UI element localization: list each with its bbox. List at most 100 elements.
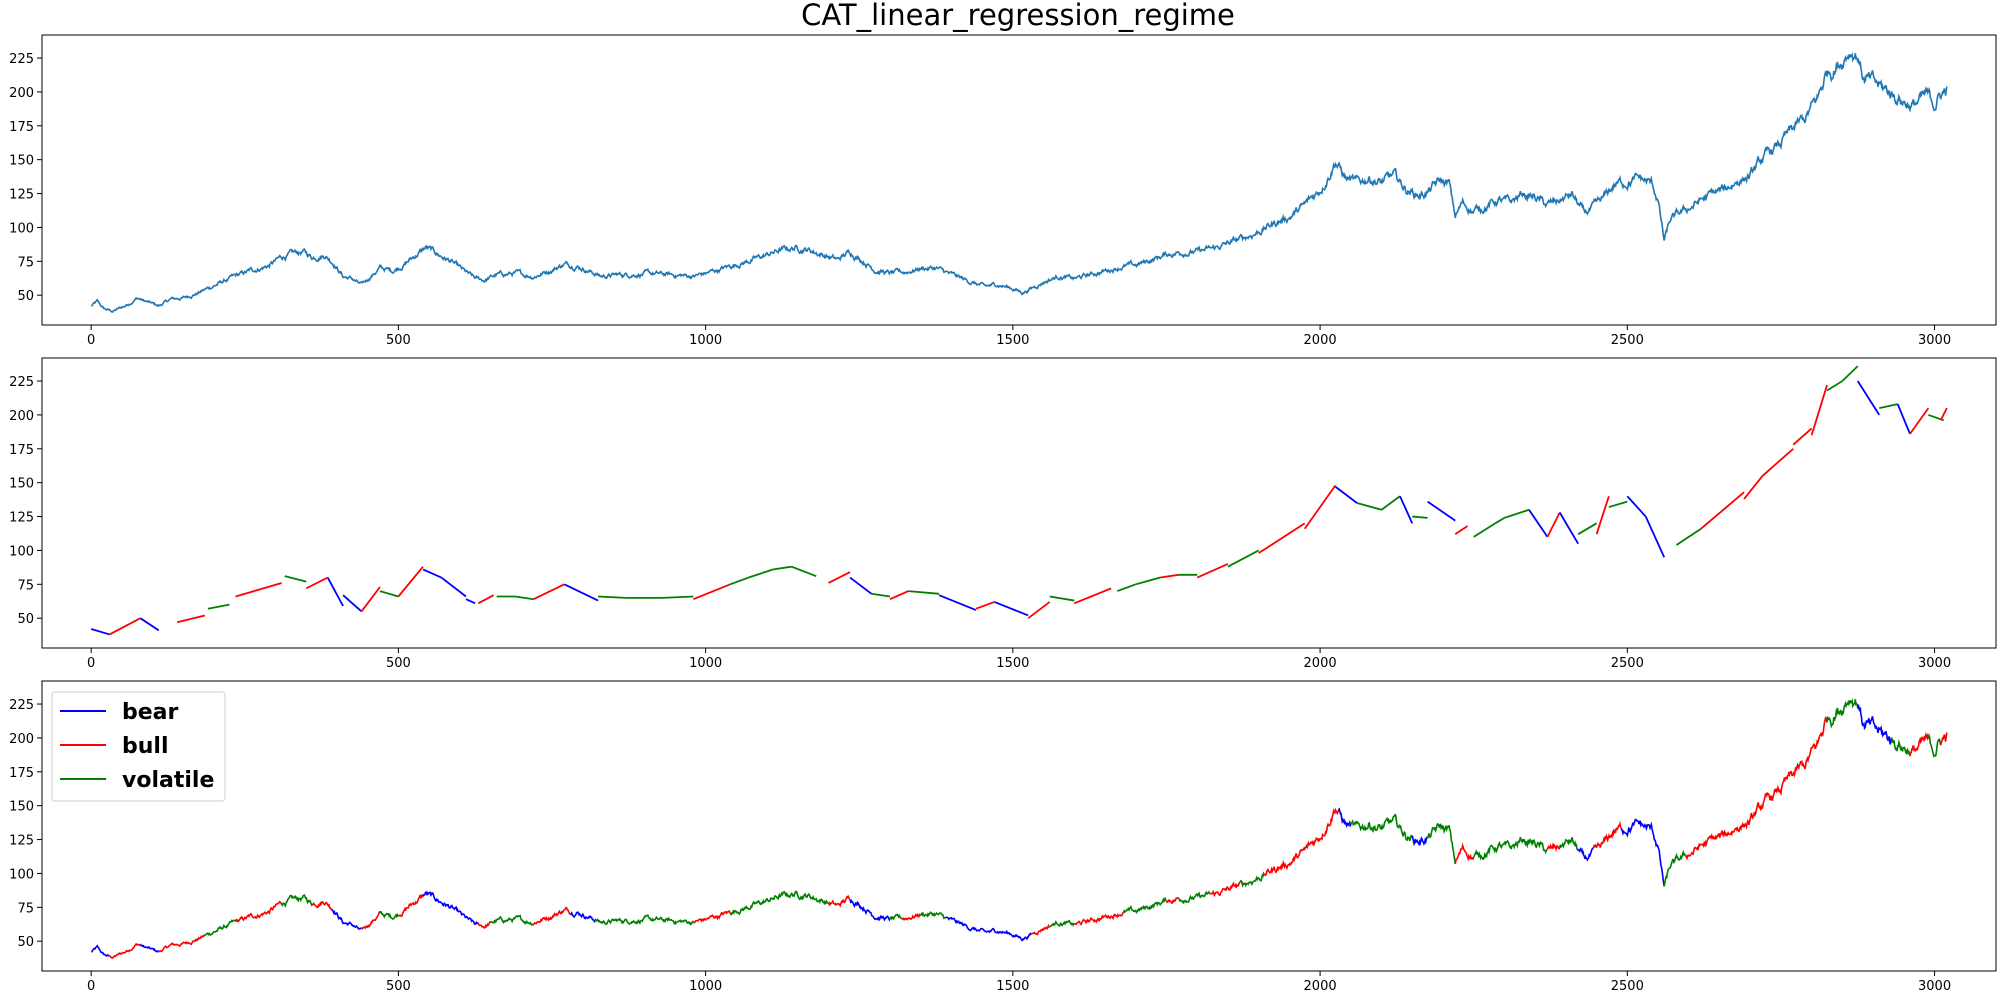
y-tick-label: 50 xyxy=(17,289,34,304)
x-tick-label: 2000 xyxy=(1304,656,1337,671)
regression-line-bear xyxy=(938,594,977,611)
regime-segment-bear xyxy=(330,908,362,930)
y-tick-label: 150 xyxy=(9,154,34,169)
regime-segment-bull xyxy=(108,942,141,959)
regression-line-volatile xyxy=(662,595,694,599)
regime-segment-bull xyxy=(1684,716,1828,861)
x-tick-label: 3000 xyxy=(1918,979,1951,994)
regime-segment-bull xyxy=(311,900,332,910)
regression-line-volatile xyxy=(908,590,940,595)
regression-line-bull xyxy=(889,590,909,601)
regression-line-volatile xyxy=(379,590,399,598)
regression-line-bear xyxy=(1528,509,1549,538)
regression-line-bull xyxy=(533,583,565,601)
regression-line-bear xyxy=(326,577,344,607)
regression-line-volatile xyxy=(1049,595,1075,602)
regression-line-volatile xyxy=(1577,522,1598,535)
regression-line-bull xyxy=(397,566,424,598)
regression-line-bear xyxy=(1896,403,1911,435)
y-tick-label: 100 xyxy=(9,221,34,236)
regression-line-bear xyxy=(1334,486,1358,504)
axes-frame xyxy=(41,34,1997,326)
regression-line-bear xyxy=(139,617,160,632)
regime-segment-bear xyxy=(422,890,479,925)
regime-segment-volatile xyxy=(1558,837,1579,852)
regression-line-bear xyxy=(422,568,442,579)
regime-segment-bear xyxy=(945,916,1032,942)
y-tick-label: 100 xyxy=(9,544,34,559)
regression-line-volatile xyxy=(1494,517,1505,525)
regime-segment-volatile xyxy=(379,910,400,921)
regression-line-bull xyxy=(1027,601,1051,619)
x-tick-label: 0 xyxy=(87,333,95,348)
regression-line-bull xyxy=(828,571,851,584)
regression-line-bear xyxy=(994,601,1029,617)
regression-line-bear xyxy=(90,628,110,636)
y-tick-label: 200 xyxy=(9,409,34,424)
regime-segment-volatile xyxy=(1049,919,1075,928)
regression-line-volatile xyxy=(598,595,626,599)
panel-price: 0 500 1000 1500 2000 2500 3000 50 75 100 125 150 175… xyxy=(9,34,1997,348)
panel-regime: 0 500 1000 1500 2000 2500 3000 50 75 100 125 150 175… xyxy=(9,680,1997,994)
chart-title: CAT_linear_regression_regime xyxy=(801,0,1235,32)
regression-line-volatile xyxy=(1135,576,1161,586)
x-tick-label: 2000 xyxy=(1304,979,1337,994)
x-tick-label: 500 xyxy=(386,656,411,671)
regime-segment-bull xyxy=(1939,732,1948,746)
regression-line-bull xyxy=(305,576,329,590)
regression-line-bull xyxy=(1303,484,1337,530)
regression-line-volatile xyxy=(1826,380,1843,392)
regime-segment-volatile xyxy=(919,910,946,920)
regime-segment-bull xyxy=(1909,731,1930,757)
y-tick-label: 150 xyxy=(9,800,34,815)
y-tick-label: 125 xyxy=(9,834,34,849)
y-tick-label: 225 xyxy=(9,698,34,713)
regime-segment-bear xyxy=(1620,818,1665,887)
regression-line-volatile xyxy=(1473,522,1496,538)
regime-segment-bull xyxy=(827,894,851,908)
x-tick-label: 1500 xyxy=(996,656,1029,671)
regression-line-bull xyxy=(1073,587,1112,605)
regime-segment-bull xyxy=(1454,842,1475,865)
regime-segment-volatile xyxy=(1890,737,1911,757)
regime-segment-volatile xyxy=(204,919,237,937)
regression-line-bear xyxy=(849,576,873,595)
regression-line-volatile xyxy=(871,592,891,598)
regime-segment-volatile xyxy=(1927,732,1942,758)
y-tick-label: 200 xyxy=(9,732,34,747)
y-tick-label: 50 xyxy=(17,612,34,627)
regression-line-bull xyxy=(176,614,206,624)
regression-line-volatile xyxy=(1675,527,1702,546)
regime-segment-bear xyxy=(139,943,160,953)
regression-line-volatile xyxy=(773,565,792,571)
regression-line-bear xyxy=(1399,495,1414,524)
x-tick-label: 1000 xyxy=(689,333,722,348)
legend-volatile-label: volatile xyxy=(122,768,214,793)
regression-line-volatile xyxy=(1117,583,1137,592)
regression-line-bull xyxy=(360,586,381,612)
regression-line-bull xyxy=(1196,563,1229,579)
regression-line-volatile xyxy=(284,575,307,583)
legend-bull-label: bull xyxy=(122,734,169,759)
regression-line-volatile xyxy=(1504,508,1530,519)
regime-segment-volatile xyxy=(729,890,829,916)
regime-segment-bull xyxy=(158,934,206,953)
x-tick-label: 1000 xyxy=(689,979,722,994)
regime-segment-bear xyxy=(1411,835,1429,847)
regression-line-bear xyxy=(1626,495,1647,518)
regime-segment-bear xyxy=(1856,704,1893,745)
y-tick-label: 175 xyxy=(9,120,34,135)
x-tick-label: 1500 xyxy=(996,333,1029,348)
regression-line-bear xyxy=(465,598,476,605)
regression-line-bull xyxy=(1595,495,1610,535)
y-tick-label: 175 xyxy=(9,443,34,458)
x-tick-label: 2500 xyxy=(1611,333,1644,348)
axes-frame xyxy=(41,680,1997,972)
x-tick-label: 3000 xyxy=(1918,656,1951,671)
panel-regression: 0 500 1000 1500 2000 2500 3000 50 75 100 125 150 175… xyxy=(9,357,1997,671)
regression-line-bull xyxy=(1939,407,1948,421)
regression-line-volatile xyxy=(1412,515,1428,519)
regression-line-bull xyxy=(1546,512,1561,538)
regression-line-bull xyxy=(477,594,495,605)
regression-line-volatile xyxy=(729,576,749,586)
